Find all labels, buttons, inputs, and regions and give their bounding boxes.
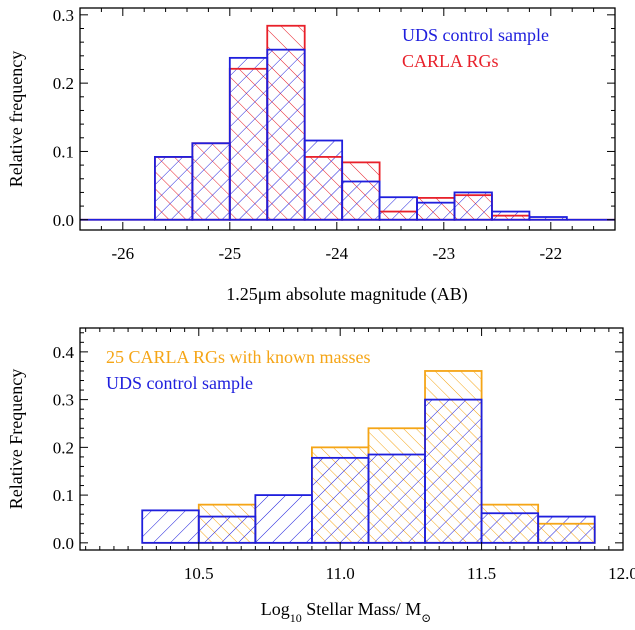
y-tick-label: 0.3 bbox=[53, 391, 74, 410]
bottom-bars bbox=[141, 370, 596, 544]
bar bbox=[491, 210, 531, 221]
bar-hatch bbox=[342, 181, 380, 220]
x-tick-label: 11.5 bbox=[467, 564, 496, 583]
bottom-ticks: 10.5 11.0 11.5 12.0 0.0 0.1 0.2 0.3 0.4 bbox=[53, 328, 635, 583]
bar-hatch bbox=[481, 513, 539, 543]
bar bbox=[528, 216, 568, 221]
y-tick-label: 0.4 bbox=[53, 343, 75, 362]
x-tick-label: 10.5 bbox=[184, 564, 214, 583]
y-tick-label: 0.0 bbox=[53, 211, 74, 230]
x-tick-label: 11.0 bbox=[326, 564, 355, 583]
y-tick-label: 0.2 bbox=[53, 74, 74, 93]
x-tick-label: -22 bbox=[539, 244, 562, 263]
x-tick-label: -24 bbox=[325, 244, 348, 263]
bar-hatch bbox=[304, 140, 343, 220]
x-tick-label: 12.0 bbox=[608, 564, 635, 583]
y-tick-label: 0.2 bbox=[53, 438, 74, 457]
bar-hatch bbox=[538, 516, 595, 543]
bar-hatch bbox=[368, 454, 426, 543]
bar-hatch bbox=[529, 217, 567, 220]
bottom-y-axis-label: Relative Frequency bbox=[6, 369, 26, 509]
bottom-x-axis-label: Log10 Stellar Mass/ M⊙ bbox=[261, 599, 432, 625]
bar bbox=[266, 48, 306, 221]
y-tick-label: 0.1 bbox=[53, 486, 74, 505]
top-bars bbox=[80, 24, 615, 221]
x-tick-label: -25 bbox=[218, 244, 241, 263]
bar-hatch bbox=[425, 399, 482, 543]
bar-hatch bbox=[192, 143, 230, 220]
top-x-axis-label: 1.25μm absolute magnitude (AB) bbox=[226, 284, 468, 305]
top-legend-uds: UDS control sample bbox=[402, 25, 549, 45]
bottom-legend-carla: 25 CARLA RGs with known masses bbox=[106, 347, 371, 367]
top-legend-carla: CARLA RGs bbox=[402, 51, 499, 71]
series-1-hatch bbox=[142, 399, 595, 543]
bar bbox=[303, 139, 344, 221]
chart-magnitude-histogram: -26 -25 -24 -23 -22 0.0 0.1 0.2 0.3 Relative fre… bbox=[6, 6, 616, 305]
bar bbox=[424, 398, 483, 544]
chart-stellar-mass-histogram: 10.5 11.0 11.5 12.0 0.0 0.1 0.2 0.3 0.4 Relative… bbox=[6, 327, 635, 625]
y-tick-label: 0.3 bbox=[53, 6, 74, 25]
bar-hatch bbox=[142, 510, 199, 543]
series-0-outline bbox=[80, 48, 615, 221]
bar-hatch bbox=[454, 192, 492, 220]
y-tick-label: 0.0 bbox=[53, 534, 74, 553]
bar-hatch bbox=[311, 457, 369, 543]
series-0-hatch bbox=[154, 49, 567, 220]
bar-hatch bbox=[379, 197, 418, 220]
bar-hatch bbox=[267, 49, 305, 220]
bar-hatch bbox=[154, 156, 193, 220]
top-y-axis-label: Relative frequency bbox=[6, 51, 26, 187]
bar-hatch bbox=[229, 57, 268, 220]
bar-hatch bbox=[255, 495, 312, 543]
bar-hatch bbox=[417, 202, 455, 220]
y-tick-label: 0.1 bbox=[53, 142, 74, 161]
bottom-plot-frame bbox=[79, 327, 624, 551]
top-ticks: -26 -25 -24 -23 -22 0.0 0.1 0.2 0.3 bbox=[53, 6, 616, 263]
top-plot-frame bbox=[79, 7, 616, 231]
x-tick-label: -23 bbox=[432, 244, 455, 263]
x-tick-label: -26 bbox=[111, 244, 134, 263]
bottom-legend-uds: UDS control sample bbox=[106, 373, 253, 393]
bar-hatch bbox=[198, 516, 256, 543]
bar bbox=[453, 191, 493, 221]
bar bbox=[537, 515, 596, 544]
